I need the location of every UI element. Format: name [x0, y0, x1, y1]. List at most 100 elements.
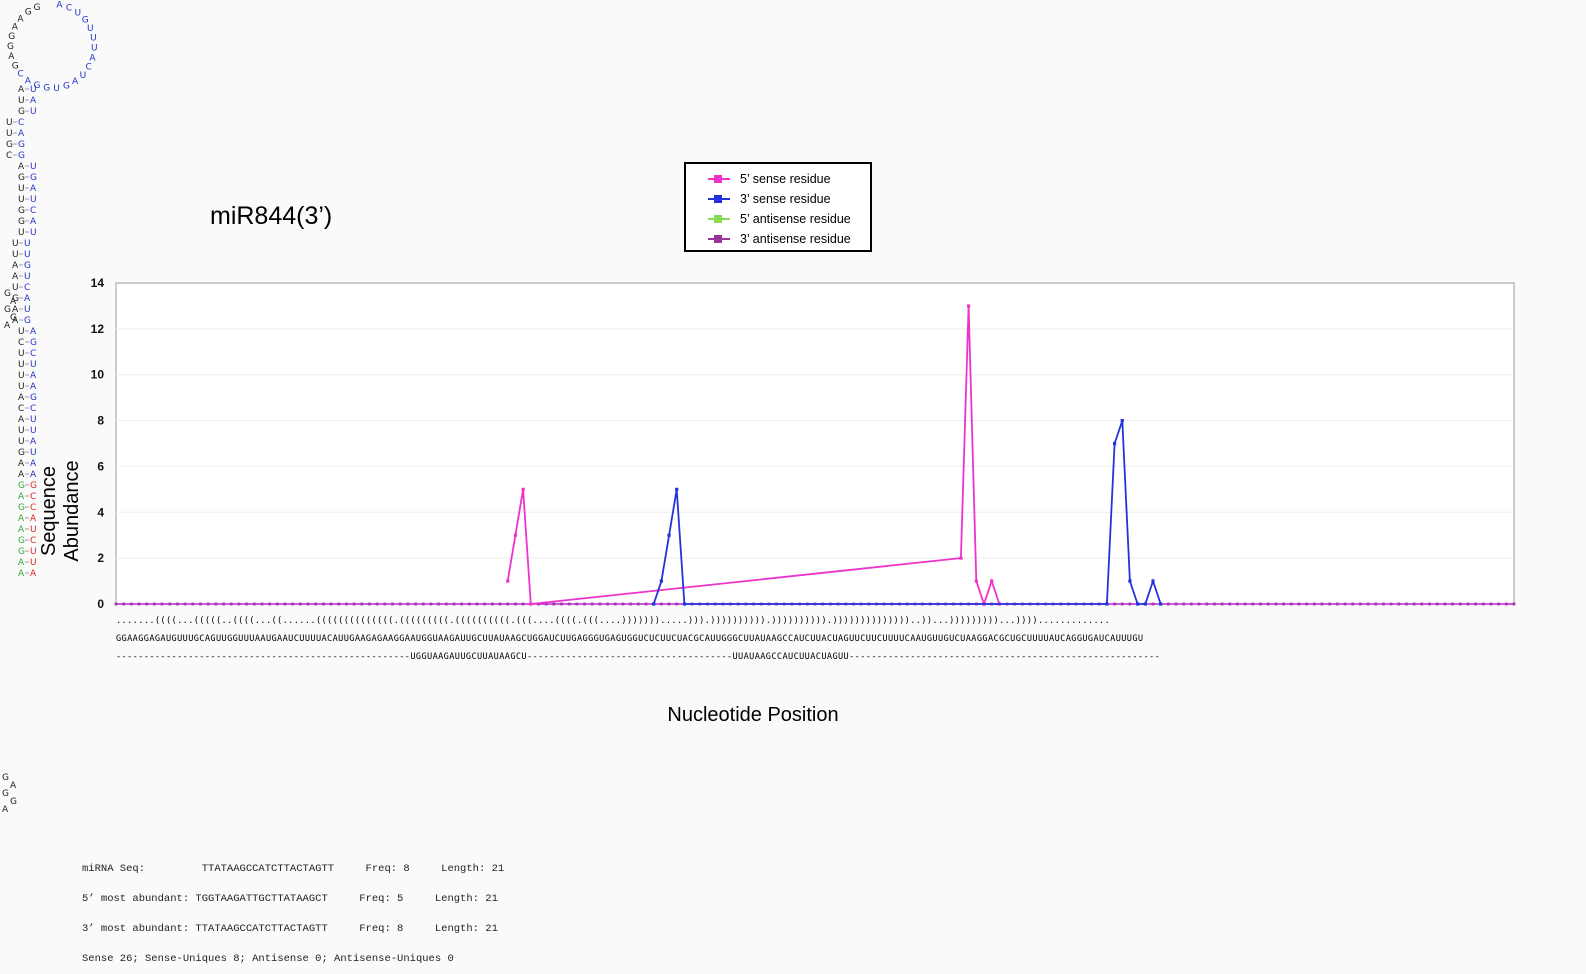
baseline-point	[598, 602, 602, 606]
hairpin-nucleotide: G	[4, 289, 11, 299]
hairpin-nucleotide: U	[30, 228, 37, 238]
hairpin-nucleotide: C	[6, 151, 12, 161]
y-axis-label: Sequence Abundance	[38, 460, 83, 562]
chart-title: miR844(3’)	[210, 202, 333, 230]
hairpin-nucleotide: C	[18, 404, 24, 414]
data-point	[967, 304, 971, 308]
hairpin-nucleotide: U	[30, 195, 37, 205]
baseline-point	[575, 602, 579, 606]
data-point	[1136, 602, 1140, 606]
baseline-point	[1512, 602, 1516, 606]
baseline-point	[1151, 602, 1155, 606]
baseline-point	[260, 602, 264, 606]
baseline-point	[636, 602, 640, 606]
hairpin-nucleotide: C	[30, 404, 36, 414]
hairpin-nucleotide: G	[2, 773, 9, 783]
hairpin-nucleotide: A	[18, 393, 25, 403]
hairpin-nucleotide: U	[18, 96, 25, 106]
data-point	[1105, 602, 1109, 606]
hairpin-nucleotide: A	[18, 129, 25, 139]
baseline-point	[1174, 602, 1178, 606]
hairpin-nucleotide: U	[30, 85, 37, 95]
hairpin-nucleotide: U	[6, 129, 13, 139]
data-point	[652, 602, 656, 606]
baseline-point	[1458, 602, 1462, 606]
hairpin-nucleotide: A	[30, 184, 37, 194]
y-tick-label: 14	[91, 276, 105, 290]
hairpin-nucleotide: U	[24, 305, 31, 315]
hairpin-nucleotide: U	[18, 349, 25, 359]
hairpin-nucleotide: U	[30, 107, 37, 117]
baseline-point	[1358, 602, 1362, 606]
y-tick-label: 0	[97, 597, 104, 611]
hairpin-nucleotide: U	[18, 195, 25, 205]
hairpin-nucleotide: U	[24, 272, 31, 282]
baseline-point	[245, 602, 248, 606]
baseline-point	[560, 602, 563, 606]
baseline-point	[1389, 602, 1393, 606]
hairpin-nucleotide: C	[30, 503, 36, 513]
baseline-point	[1113, 602, 1116, 606]
data-point	[959, 556, 963, 560]
hairpin-nucleotide: U	[18, 184, 25, 194]
precursor-sequence-line: GGAAGGAGAUGUUUGCAGUUGGUUUAAUGAAUCUUUUACA…	[116, 634, 1144, 644]
baseline-point	[1443, 602, 1447, 606]
hairpin-nucleotide: U	[30, 360, 37, 370]
data-point	[1159, 602, 1163, 606]
hairpin-nucleotide: A	[56, 1, 63, 11]
baseline-point	[467, 602, 471, 606]
baseline-point	[644, 602, 648, 606]
baseline-point	[1382, 602, 1385, 606]
legend-swatch	[708, 215, 730, 223]
baseline-point	[275, 602, 279, 606]
baseline-point	[206, 602, 210, 606]
hairpin-nucleotide: A	[18, 470, 25, 480]
hairpin-nucleotide: C	[30, 206, 36, 216]
y-tick-label: 12	[91, 322, 105, 336]
hairpin-nucleotide: G	[7, 42, 14, 52]
info-line-mirna-seq: miRNA Seq: TTATAAGCCATCTTACTAGTT Freq: 8…	[82, 863, 505, 875]
baseline-point	[1128, 602, 1132, 606]
baseline-point	[153, 602, 156, 606]
hairpin-nucleotide: U	[80, 71, 87, 81]
baseline-point	[514, 602, 517, 606]
baseline-point	[521, 602, 525, 606]
hairpin-nucleotide: A	[30, 371, 37, 381]
legend-item: 3’ antisense residue	[686, 229, 870, 249]
baseline-point	[368, 602, 371, 606]
baseline-point	[621, 602, 625, 606]
info-line-3p-abundant: 3’ most abundant: TTATAAGCCATCTTACTAGTT …	[82, 923, 498, 935]
hairpin-nucleotide: U	[18, 426, 25, 436]
baseline-point	[414, 602, 417, 606]
baseline-point	[1220, 602, 1224, 606]
baseline-point	[375, 602, 379, 606]
hairpin-nucleotide: A	[12, 272, 19, 282]
baseline-point	[1189, 602, 1193, 606]
hairpin-nucleotide: C	[66, 4, 72, 14]
baseline-point	[191, 602, 195, 606]
abundance-chart: 0 2 4 6 8 10 12 14	[91, 276, 1516, 611]
hairpin-nucleotide: C	[18, 118, 24, 128]
series-group	[652, 418, 1163, 606]
hairpin-nucleotide: C	[30, 349, 36, 359]
baseline-point	[1282, 602, 1285, 606]
hairpin-nucleotide: A	[18, 558, 25, 568]
data-point	[521, 487, 525, 491]
baseline-point	[1489, 602, 1493, 606]
baseline-point	[160, 602, 164, 606]
hairpin-nucleotide: U	[12, 239, 19, 249]
baseline-point	[1312, 602, 1316, 606]
hairpin-nucleotide: U	[18, 327, 25, 337]
legend-label: 5’ sense residue	[740, 172, 831, 186]
baseline-point	[360, 602, 364, 606]
hairpin-nucleotide: U	[30, 415, 37, 425]
hairpin-nucleotide: G	[18, 107, 25, 117]
hairpin-nucleotide: U	[24, 239, 31, 249]
hairpin-nucleotide: G	[18, 503, 25, 513]
hairpin-nucleotide: A	[30, 514, 37, 524]
y-tick-label: 6	[97, 459, 104, 473]
data-point	[1120, 418, 1124, 423]
baseline-point	[1451, 602, 1454, 606]
legend-swatch	[708, 235, 730, 243]
hairpin-nucleotide: C	[30, 536, 36, 546]
